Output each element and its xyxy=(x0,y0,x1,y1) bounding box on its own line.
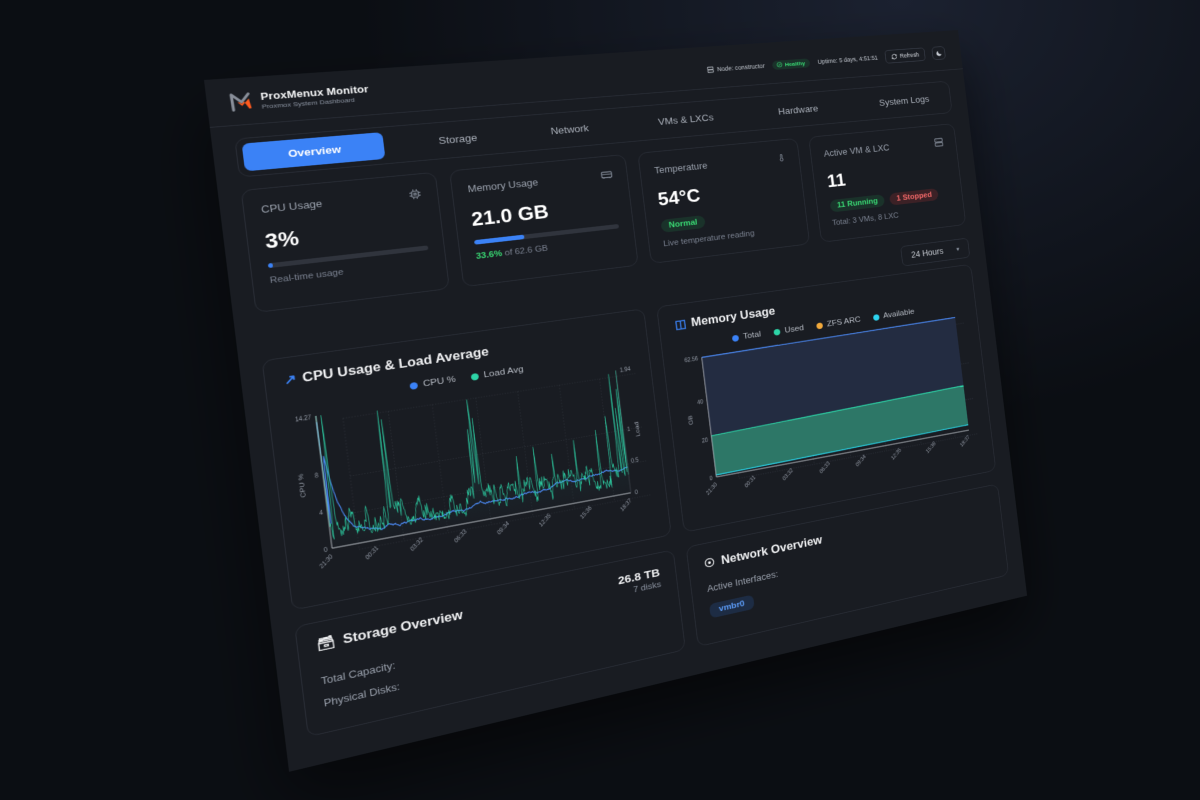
svg-text:20: 20 xyxy=(701,436,708,444)
svg-text:0: 0 xyxy=(709,475,713,483)
svg-text:03:32: 03:32 xyxy=(782,467,795,482)
svg-text:18:37: 18:37 xyxy=(620,497,633,513)
svg-text:4: 4 xyxy=(319,509,323,517)
svg-text:09:34: 09:34 xyxy=(496,520,510,536)
svg-text:21:30: 21:30 xyxy=(319,553,335,570)
svg-text:1.94: 1.94 xyxy=(620,366,631,374)
svg-text:00:31: 00:31 xyxy=(744,474,757,489)
svg-text:8: 8 xyxy=(314,472,318,479)
svg-text:0: 0 xyxy=(324,547,328,555)
svg-text:15:36: 15:36 xyxy=(925,441,937,455)
svg-text:62.56: 62.56 xyxy=(684,355,698,364)
svg-text:0: 0 xyxy=(635,489,639,496)
svg-text:0.5: 0.5 xyxy=(631,457,639,465)
svg-text:Load: Load xyxy=(633,421,642,437)
svg-text:12:35: 12:35 xyxy=(538,512,552,528)
svg-text:03:32: 03:32 xyxy=(410,536,425,553)
svg-text:CPU %: CPU % xyxy=(296,473,307,499)
svg-text:40: 40 xyxy=(697,398,704,406)
svg-text:1: 1 xyxy=(627,426,631,433)
svg-text:12:35: 12:35 xyxy=(891,447,903,461)
svg-text:06:33: 06:33 xyxy=(819,460,831,475)
svg-text:GB: GB xyxy=(687,415,695,426)
svg-text:15:36: 15:36 xyxy=(579,505,593,521)
svg-text:06:33: 06:33 xyxy=(453,528,468,544)
svg-text:21:30: 21:30 xyxy=(705,482,718,497)
svg-text:18:37: 18:37 xyxy=(960,434,971,448)
svg-text:09:34: 09:34 xyxy=(855,454,867,468)
svg-text:14.27: 14.27 xyxy=(295,414,312,423)
svg-text:00:31: 00:31 xyxy=(365,545,380,562)
